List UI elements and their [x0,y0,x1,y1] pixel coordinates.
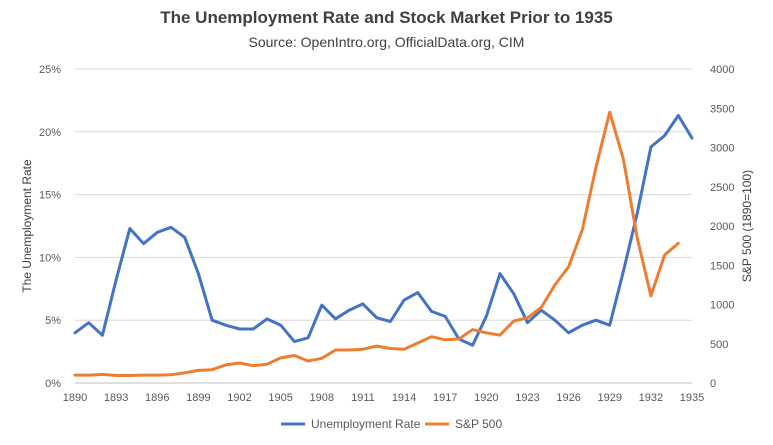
series-line-unemployment-rate [73,114,694,347]
y2-axis-title: S&P 500 (1890=100) [740,170,754,282]
y2-tick-label: 500 [710,339,728,351]
legend-label-s-p-500: S&P 500 [455,417,502,431]
x-tick-label: 1929 [597,392,621,404]
y2-tick-label: 3000 [710,143,734,155]
y-tick-label: 25% [39,64,61,76]
y2-tick-label: 2500 [710,182,734,194]
x-tick-label: 1893 [104,392,128,404]
y2-tick-label: 1500 [710,260,734,272]
y-axis-title: The Unemployment Rate [20,159,34,293]
x-tick-label: 1908 [310,392,334,404]
y2-tick-label: 1000 [710,300,734,312]
x-tick-label: 1905 [268,392,292,404]
x-tick-label: 1914 [392,392,416,404]
series-line-s-p-500 [73,110,680,377]
y2-tick-label: 4000 [710,64,734,76]
x-tick-label: 1932 [639,392,663,404]
x-tick-label: 1920 [474,392,498,404]
x-tick-label: 1902 [227,392,251,404]
x-tick-label: 1911 [351,392,375,404]
y2-tick-label: 3500 [710,103,734,115]
x-tick-label: 1935 [680,392,704,404]
legend: Unemployment Rate S&P 500 [281,417,502,431]
chart-title: The Unemployment Rate and Stock Market P… [160,8,613,27]
x-tick-label: 1923 [515,392,539,404]
x-tick-label: 1926 [556,392,580,404]
y-tick-label: 10% [39,252,61,264]
chart-subtitle: Source: OpenIntro.org, OfficialData.org,… [248,34,525,50]
y-tick-label: 15% [39,190,61,202]
x-tick-label: 1890 [63,392,87,404]
x-tick-label: 1899 [186,392,210,404]
x-tick-label: 1896 [145,392,169,404]
y-tick-label: 5% [45,315,61,327]
y-tick-label: 0% [45,378,61,390]
x-tick-label: 1917 [433,392,457,404]
legend-label-unemployment-rate: Unemployment Rate [311,417,421,431]
y2-tick-label: 0 [710,378,716,390]
y-tick-label: 20% [39,127,61,139]
y2-tick-label: 2000 [710,221,734,233]
